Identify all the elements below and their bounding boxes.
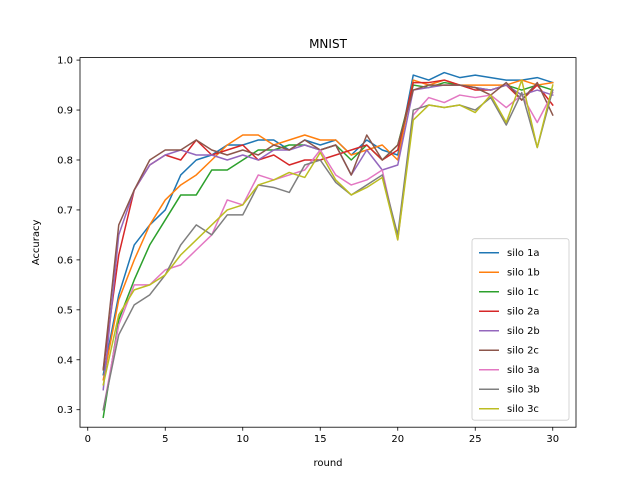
x-tick-label: 0 (85, 434, 91, 445)
legend: silo 1a silo 1b silo 1c silo 2a silo 2b silo … (471, 238, 570, 421)
x-tick-label: 30 (546, 434, 559, 445)
legend-label-silo-2a: silo 2a (507, 307, 540, 318)
y-tick-label: 0.8 (57, 155, 73, 166)
series-line-silo-2c (102, 81, 554, 371)
series-line-silo-3b (102, 89, 554, 411)
y-tick-label: 0.4 (57, 355, 73, 366)
legend-label-silo-3a: silo 3a (507, 365, 540, 376)
y-axis-title: Accuracy (31, 219, 42, 265)
legend-label-silo-1a: silo 1a (507, 248, 540, 259)
x-tick-label: 5 (162, 434, 168, 445)
legend-label-silo-1b: silo 1b (507, 268, 540, 279)
y-tick-label: 1.0 (57, 56, 73, 67)
x-tick-label: 25 (469, 434, 482, 445)
series-line-silo-2a (102, 79, 554, 371)
x-tick-label: 15 (314, 434, 327, 445)
y-tick-label: 0.3 (57, 405, 73, 416)
series-line-silo-3c (102, 79, 554, 386)
series-line-silo-1b (102, 79, 554, 381)
axes-frame (79, 57, 577, 428)
legend-label-silo-1c: silo 1c (507, 287, 539, 298)
y-tick-label: 0.6 (57, 255, 73, 266)
legend-box (471, 238, 570, 421)
legend-label-silo-2c: silo 2c (507, 346, 539, 357)
x-tick-label: 20 (391, 434, 404, 445)
x-tick-label: 10 (236, 434, 249, 445)
legend-label-silo-3c: silo 3c (507, 404, 539, 415)
chart-title: MNIST (309, 37, 347, 51)
plot-area (102, 71, 554, 419)
series-line-silo-3a (102, 91, 554, 411)
axis-ticks: 0 5 10 15 20 25 30 0.3 0.4 0.5 0.6 0.7 0.8 0.9 1.0 (57, 56, 559, 446)
legend-label-silo-3b: silo 3b (507, 385, 540, 396)
legend-label-silo-2b: silo 2b (507, 326, 540, 337)
x-axis-title: round (313, 458, 342, 469)
y-tick-label: 0.5 (57, 305, 73, 316)
series-line-silo-1a (102, 71, 554, 376)
y-tick-label: 0.9 (57, 106, 73, 117)
y-tick-label: 0.7 (57, 205, 73, 216)
